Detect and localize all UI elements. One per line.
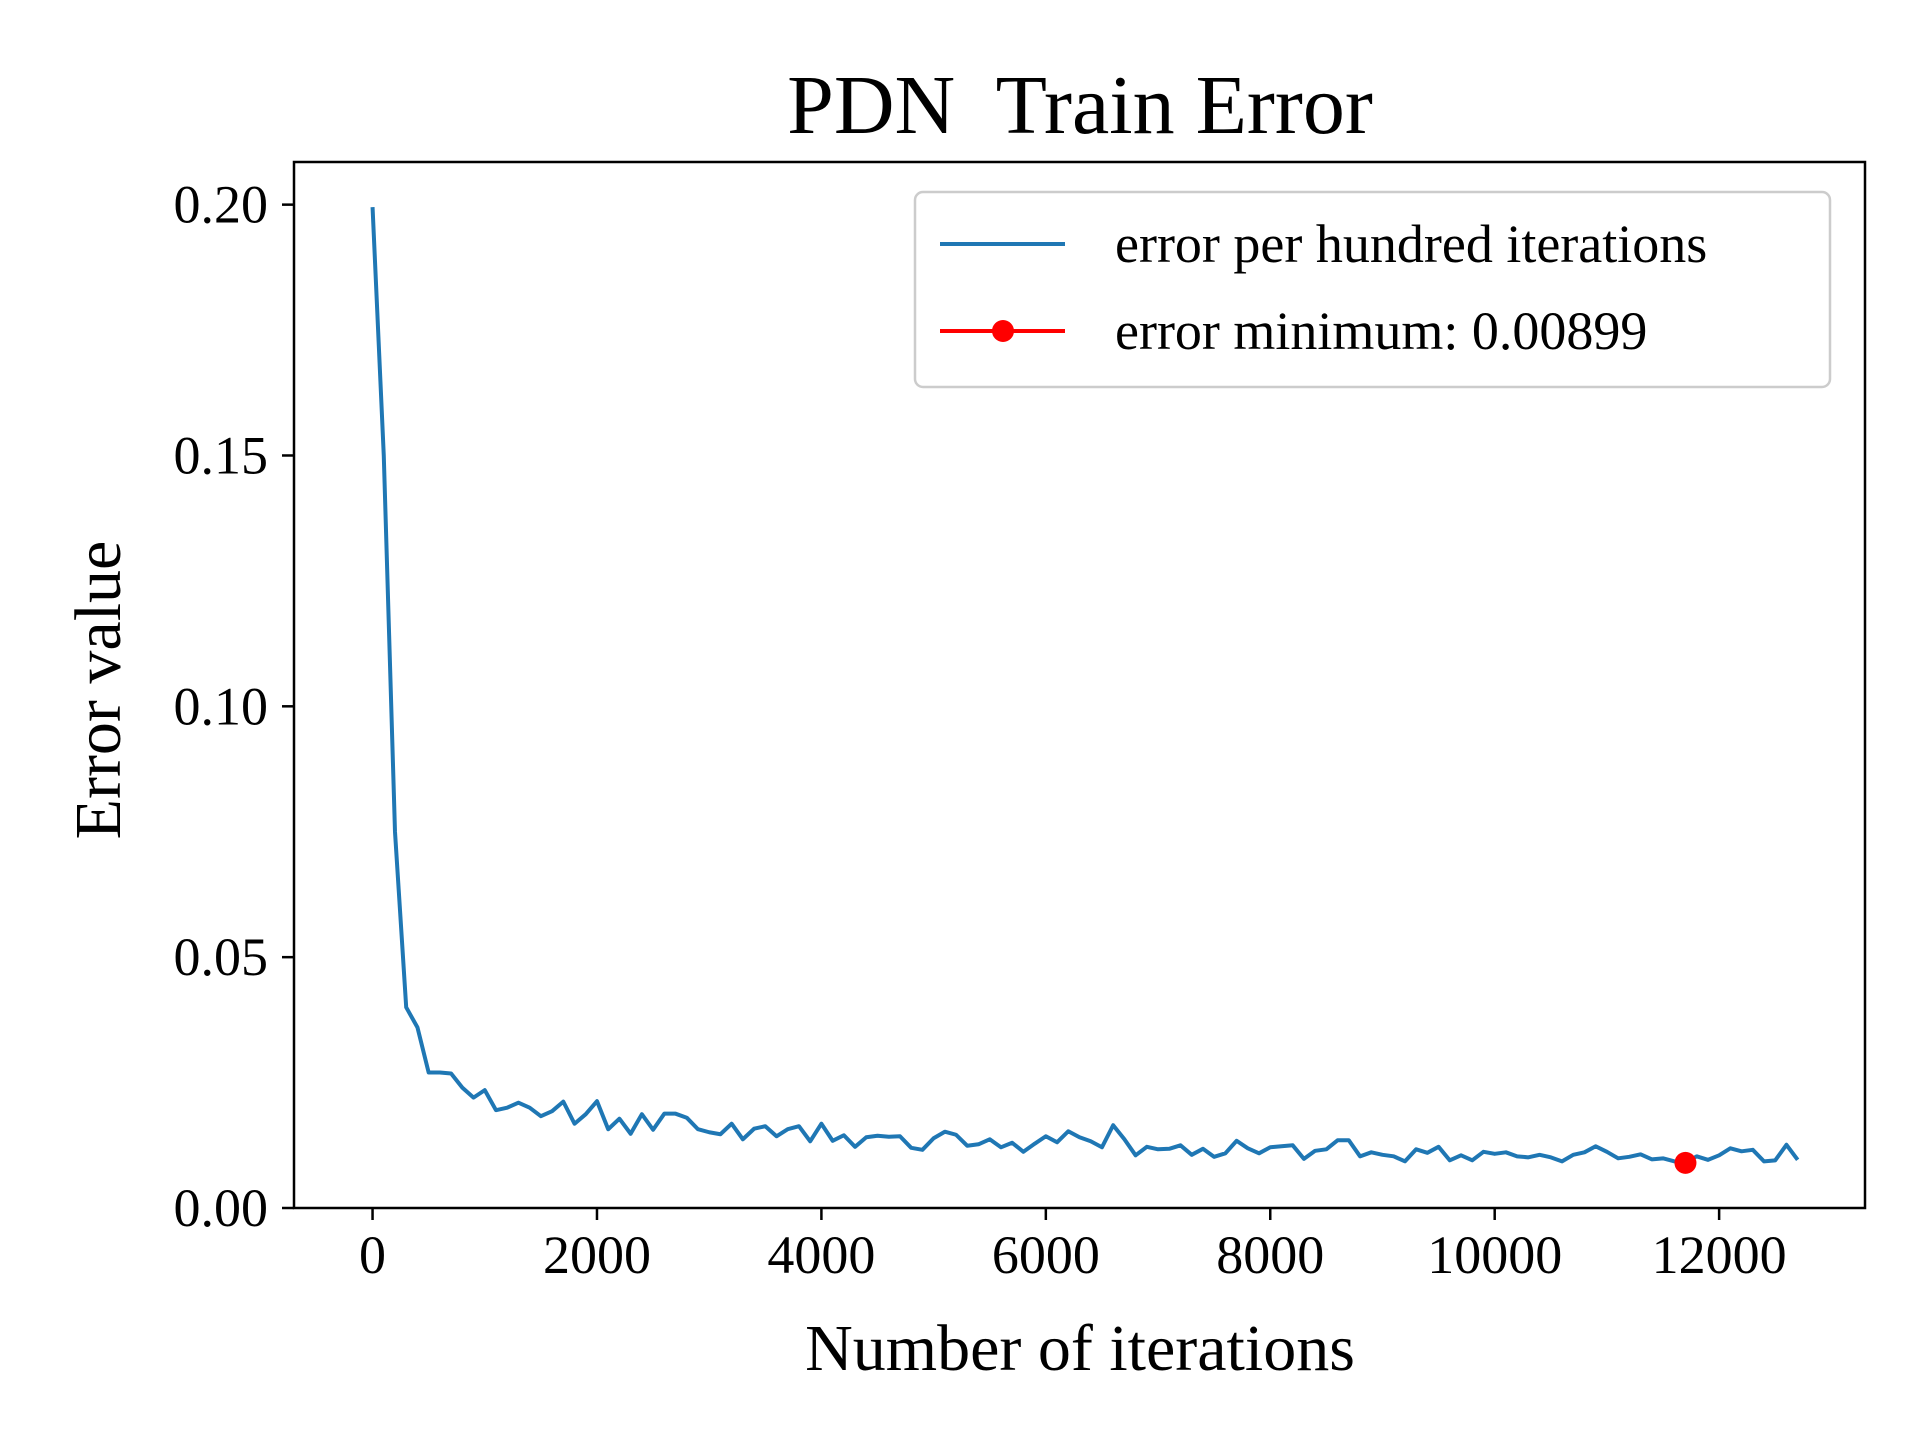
legend-label: error per hundred iterations xyxy=(1115,214,1707,274)
x-tick-label: 12000 xyxy=(1652,1225,1787,1285)
plot-area: 0 2000 4000 6000 8000 10000 12000 0.00 0.05 0.10 0… xyxy=(174,160,1867,1285)
x-tick-label: 6000 xyxy=(992,1225,1100,1285)
y-tick-label: 0.20 xyxy=(174,175,269,235)
x-tick-label: 0 xyxy=(359,1225,386,1285)
y-tick-label: 0.15 xyxy=(174,425,269,485)
legend-box xyxy=(913,190,1832,389)
y-axis-label: Error value xyxy=(62,541,135,840)
axes-frame xyxy=(292,160,1867,1210)
x-axis-label: Number of iterations xyxy=(805,1312,1355,1385)
legend-label: error minimum: 0.00899 xyxy=(1115,301,1647,361)
y-tick-label: 0.10 xyxy=(174,676,269,736)
y-tick-label: 0.05 xyxy=(174,927,269,987)
chart-title: PDN Train Error xyxy=(787,59,1373,152)
min-point-marker xyxy=(1674,1151,1697,1174)
legend: error per hundred iterations error minimu… xyxy=(913,190,1832,389)
y-tick-label: 0.00 xyxy=(174,1178,269,1238)
x-tick-label: 2000 xyxy=(543,1225,651,1285)
x-tick-label: 10000 xyxy=(1427,1225,1562,1285)
legend-swatch-marker xyxy=(992,320,1014,342)
series-line xyxy=(370,207,1800,1165)
x-tick-label: 8000 xyxy=(1216,1225,1324,1285)
x-tick-label: 4000 xyxy=(767,1225,875,1285)
